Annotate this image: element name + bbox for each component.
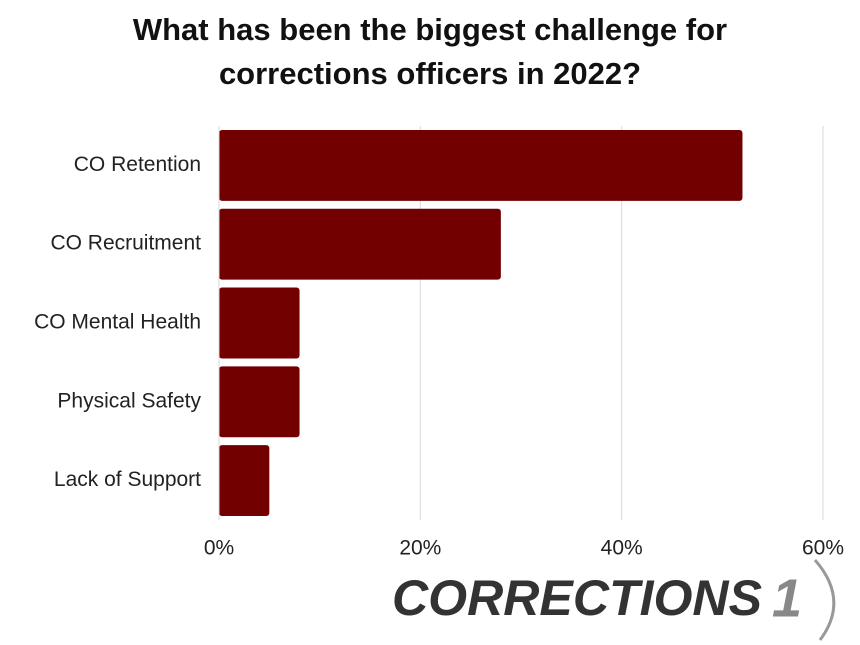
x-tick-label: 60% (802, 537, 844, 560)
bar (219, 129, 743, 201)
logo-swoosh (813, 559, 836, 641)
chart-title: What has been the biggest challenge for … (132, 12, 728, 91)
logo-number: 1 (772, 568, 802, 628)
bar (219, 287, 300, 359)
x-tick-label: 20% (399, 537, 441, 560)
y-tick-label: CO Mental Health (34, 311, 201, 334)
logo-text: CORRECTIONS (392, 570, 762, 626)
x-tick-label: 40% (601, 537, 643, 560)
bar (219, 445, 270, 517)
bar (219, 366, 300, 438)
bar (219, 208, 501, 280)
y-tick-label: CO Recruitment (50, 232, 201, 255)
y-tick-label: Physical Safety (57, 389, 201, 412)
y-tick-label: Lack of Support (54, 468, 201, 491)
x-tick-label: 0% (204, 537, 234, 560)
y-tick-label: CO Retention (74, 153, 201, 176)
